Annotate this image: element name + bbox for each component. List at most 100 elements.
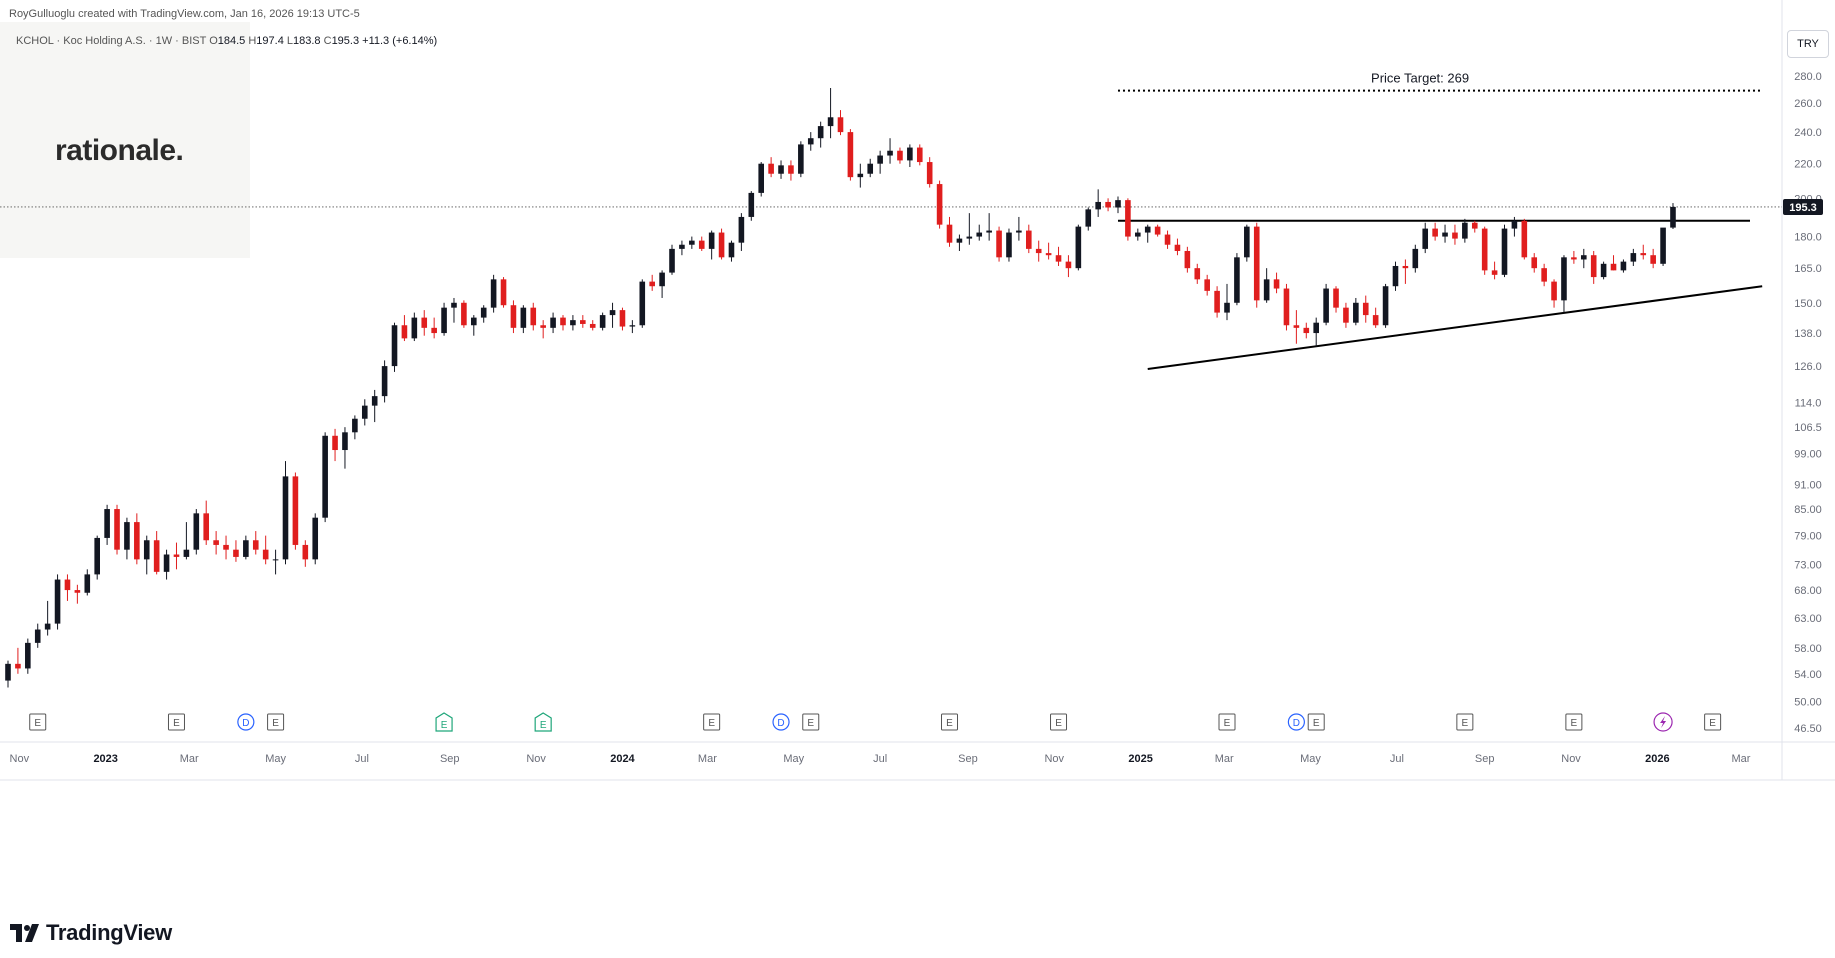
y-tick-label: 73.00 [1794, 559, 1822, 571]
event-marker[interactable]: D [237, 713, 255, 731]
candle-body [371, 396, 378, 406]
candle-body [1273, 279, 1280, 289]
close-label: C [323, 35, 332, 47]
candle-body [599, 315, 606, 328]
esg-icon-letter: E [441, 720, 448, 731]
earnings-icon-letter: E [1462, 718, 1469, 729]
candle-body [936, 184, 943, 225]
event-marker[interactable]: D [1287, 713, 1305, 731]
candle-body [480, 307, 487, 318]
candle-body [520, 307, 527, 328]
support-trendline [1147, 285, 1763, 370]
candle-body [322, 435, 328, 518]
candle-body [1353, 302, 1359, 323]
candle-body [1442, 232, 1448, 237]
candle-body [1095, 201, 1101, 210]
candle-body [342, 432, 348, 451]
esg-icon-letter: E [540, 720, 547, 731]
event-marker[interactable]: E [1565, 713, 1583, 731]
candle-body [1303, 327, 1310, 334]
event-marker[interactable]: E [1704, 713, 1722, 731]
candle-body [1362, 302, 1369, 316]
candle-body [84, 574, 91, 593]
y-tick-label: 50.00 [1794, 697, 1822, 709]
candle-body [738, 216, 745, 243]
candle-body [1214, 290, 1220, 313]
candle-body [1343, 307, 1349, 323]
earnings-icon-letter: E [1709, 718, 1716, 729]
x-tick-label: Jul [873, 753, 887, 765]
candle-body [807, 138, 814, 145]
x-tick-label: 2026 [1645, 753, 1669, 765]
event-marker[interactable]: E [941, 713, 959, 731]
tradingview-logo[interactable]: TradingView [10, 918, 172, 948]
y-tick-label: 79.00 [1794, 531, 1822, 543]
candle-body [1194, 268, 1201, 280]
y-tick-label: 165.0 [1794, 263, 1822, 275]
candle-body [1541, 268, 1547, 282]
event-marker[interactable]: E [1456, 713, 1474, 731]
candle-body [104, 509, 110, 538]
x-tick-label: Sep [958, 753, 978, 765]
event-marker[interactable] [1653, 712, 1673, 732]
candle-body [1174, 244, 1181, 251]
candle-body [252, 540, 259, 550]
event-marker[interactable]: E [167, 713, 185, 731]
candle-body [1055, 255, 1062, 262]
high-value: 197.4 [256, 35, 284, 47]
candle-body [540, 325, 546, 328]
candle-body [124, 522, 130, 550]
candle-body [1253, 226, 1260, 301]
tradingview-logo-text: TradingView [46, 920, 172, 945]
candle-body [798, 144, 804, 174]
candle-body [282, 476, 289, 560]
candle-body [580, 320, 586, 324]
x-tick-label: Sep [1475, 753, 1495, 765]
candle-body [510, 305, 517, 328]
candle-body [778, 165, 784, 174]
earnings-icon [1565, 713, 1583, 731]
candle-body [1551, 281, 1557, 301]
candle-body [827, 117, 834, 127]
candle-body [1531, 257, 1538, 269]
event-marker[interactable]: E [534, 712, 552, 732]
symbol-legend[interactable]: KCHOL · Koc Holding A.S. · 1W · BIST O18… [16, 35, 437, 47]
candle-body [966, 236, 973, 239]
event-marker[interactable]: E [703, 713, 721, 731]
candle-body [143, 540, 150, 560]
event-marker[interactable]: E [29, 713, 47, 731]
candle-body [748, 192, 755, 217]
y-tick-label: 63.00 [1794, 613, 1822, 625]
candle-body [1035, 248, 1042, 254]
event-marker[interactable]: E [1218, 713, 1236, 731]
event-marker[interactable]: E [267, 713, 285, 731]
candle-body [946, 224, 953, 243]
drawings-layer: Price Target: 269 [1117, 71, 1763, 370]
candle-body [54, 579, 61, 624]
candle-body [996, 230, 1002, 258]
dividend-icon-letter: D [1293, 718, 1300, 729]
currency-button[interactable]: TRY [1787, 30, 1829, 58]
candle-body [530, 307, 537, 326]
dividend-icon [237, 713, 255, 731]
candle-body [897, 150, 903, 161]
event-marker[interactable]: E [802, 713, 820, 731]
candle-body [411, 317, 418, 339]
candle-body [1580, 255, 1587, 260]
y-tick-label: 91.00 [1794, 479, 1822, 491]
candle-body [728, 242, 735, 258]
candle-body [1640, 253, 1647, 256]
candle-body [1244, 226, 1250, 258]
open-value: 184.5 [217, 35, 246, 47]
event-marker[interactable]: D [772, 713, 790, 731]
earnings-icon-letter: E [1313, 718, 1320, 729]
event-marker[interactable]: E [435, 712, 453, 732]
earnings-icon-letter: E [708, 718, 715, 729]
event-marker[interactable]: E [1307, 713, 1325, 731]
event-marker[interactable]: E [1050, 713, 1068, 731]
y-tick-label: 106.5 [1794, 422, 1822, 434]
symbol-name[interactable]: KCHOL · Koc Holding A.S. · 1W · BIST [16, 35, 207, 47]
y-tick-label: 46.50 [1794, 723, 1822, 735]
candle-body [570, 320, 576, 326]
